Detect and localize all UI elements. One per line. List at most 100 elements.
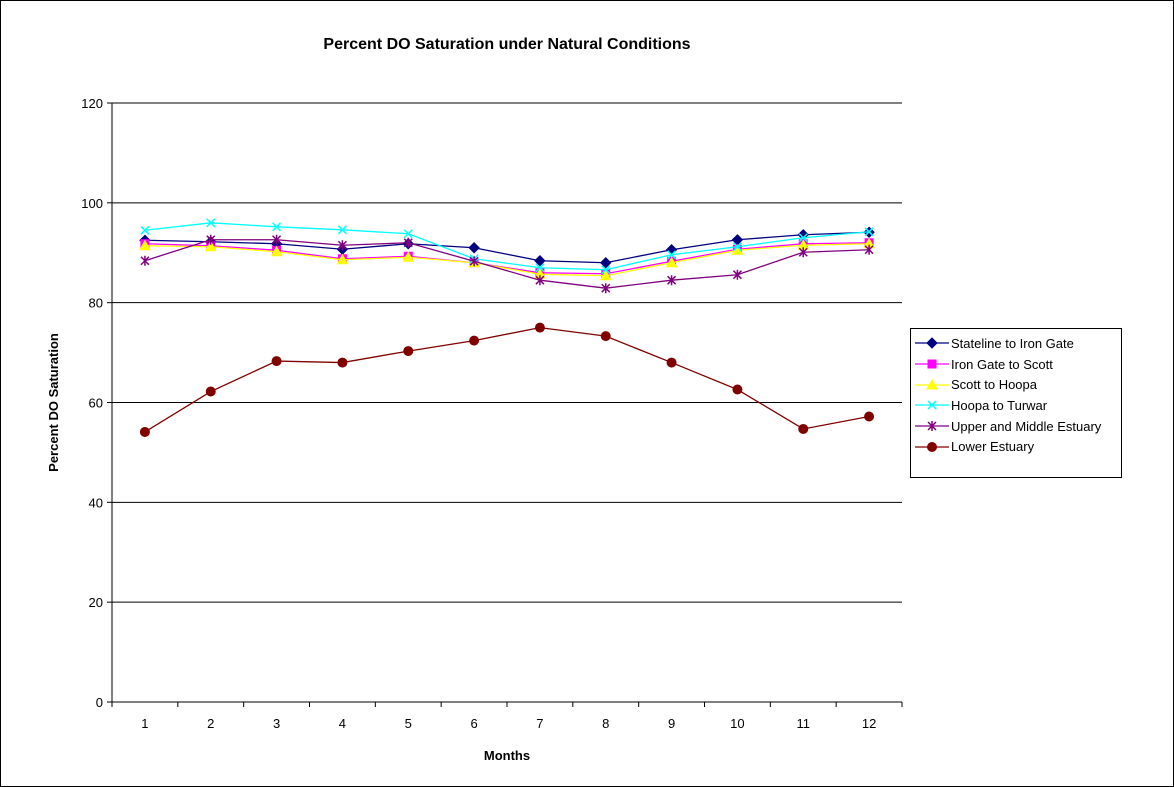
legend: Stateline to Iron Gate Iron Gate to Scott… [910, 328, 1122, 478]
data-point [337, 240, 347, 251]
legend-marker [927, 359, 937, 369]
legend-marker [926, 337, 938, 350]
series-line [144, 222, 870, 271]
y-tick-label: 100 [81, 196, 103, 211]
data-point [337, 357, 348, 368]
legend-marker [927, 441, 937, 452]
legend-label: Lower Estuary [951, 439, 1035, 455]
data-point [270, 245, 283, 257]
legend-label: Stateline to Iron Gate [951, 335, 1074, 351]
series-line [144, 242, 870, 275]
data-point [601, 265, 611, 275]
data-point [271, 356, 282, 367]
data-point [403, 229, 413, 239]
y-tick-label: 60 [89, 396, 103, 411]
legend-item: Upper and Middle Estuary [915, 416, 1121, 437]
data-point [600, 331, 611, 342]
data-point [468, 242, 480, 254]
x-tick-label: 8 [602, 716, 609, 731]
data-point [469, 256, 479, 267]
x-tick-label: 5 [405, 716, 412, 731]
y-axis-title: Percent DO Saturation [46, 333, 61, 472]
data-point [732, 269, 742, 280]
legend-key [915, 359, 949, 369]
x-tick-label: 12 [862, 716, 876, 731]
x-tick-label: 4 [339, 716, 346, 731]
legend-label: Hoopa to Turwar [951, 397, 1048, 413]
data-point [798, 233, 808, 243]
series-line [144, 239, 870, 289]
legend-item: Hoopa to Turwar [915, 395, 1121, 416]
legend-label: Iron Gate to Scott [951, 356, 1053, 372]
data-point [206, 234, 216, 245]
y-tick-label: 0 [96, 695, 103, 710]
legend-label: Scott to Hoopa [951, 377, 1037, 393]
data-point [534, 322, 545, 333]
gridlines [112, 102, 902, 603]
x-axis-title: Months [484, 748, 530, 763]
y-tick-label: 80 [89, 296, 103, 311]
data-point [336, 253, 349, 265]
data-point [599, 269, 612, 281]
series-lines [139, 218, 875, 437]
data-point [272, 234, 282, 245]
data-point [402, 251, 415, 262]
legend-marker [926, 378, 938, 390]
data-point [204, 240, 217, 252]
data-point [272, 222, 282, 232]
x-tick-label: 10 [730, 716, 744, 731]
x-tick-label: 3 [273, 716, 280, 731]
legend-item: Scott to Hoopa [915, 374, 1121, 395]
data-point [535, 275, 545, 286]
data-point [403, 237, 413, 248]
data-point [139, 239, 151, 251]
legend-item: Lower Estuary [915, 436, 1121, 457]
x-tick-label: 2 [207, 716, 214, 731]
data-point [665, 244, 678, 256]
data-point [206, 218, 216, 228]
data-point [600, 257, 612, 269]
data-point [534, 255, 546, 267]
legend-key [915, 421, 949, 432]
data-point [864, 244, 874, 255]
series-line [144, 243, 870, 277]
series-4 [140, 234, 874, 294]
data-point [667, 275, 677, 286]
data-point [864, 411, 875, 422]
data-point [139, 426, 150, 437]
legend-item: Iron Gate to Scott [915, 354, 1121, 375]
legend-label: Upper and Middle Estuary [951, 418, 1102, 434]
data-point [864, 227, 874, 237]
legend-item: Stateline to Iron Gate [915, 333, 1121, 354]
x-tick-label: 11 [797, 716, 811, 731]
y-tick-label: 20 [89, 595, 103, 610]
data-point [732, 242, 742, 252]
data-point [798, 423, 809, 434]
data-point [601, 283, 611, 294]
legend-key [915, 378, 949, 390]
series-line [144, 326, 870, 433]
legend-marker [927, 400, 937, 410]
series-2 [139, 237, 875, 281]
series-5 [139, 322, 875, 437]
data-point [469, 335, 480, 346]
data-point [665, 256, 678, 268]
legend-key [915, 441, 949, 452]
series-line [144, 231, 870, 264]
data-point [337, 225, 347, 235]
legend-key [915, 337, 949, 350]
x-tick-label: 6 [470, 716, 477, 731]
chart-title: Percent DO Saturation under Natural Cond… [323, 36, 691, 53]
x-tick-label: 9 [668, 716, 675, 731]
x-tick-label: 1 [141, 716, 148, 731]
x-tick-label: 7 [536, 716, 543, 731]
data-point [140, 255, 150, 266]
data-point [205, 386, 216, 397]
y-tick-label: 120 [81, 96, 103, 111]
data-point [140, 225, 150, 235]
data-point [798, 247, 808, 258]
data-point [535, 263, 545, 273]
data-point [732, 384, 743, 395]
